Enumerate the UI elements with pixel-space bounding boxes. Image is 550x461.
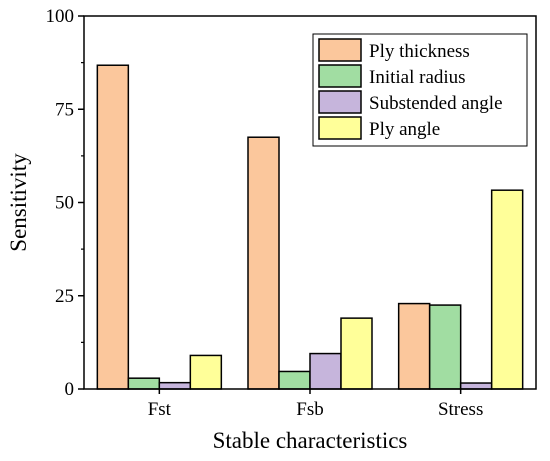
- legend-swatch: [318, 38, 362, 62]
- bar-fst-substended-angle: [158, 381, 192, 390]
- bar-fst-ply-thickness: [96, 64, 130, 390]
- axis-ticks: Fst Fsb Stress 0 25 50 75 100: [46, 6, 484, 420]
- bar-stress-substended-angle: [459, 382, 493, 390]
- y-tick-label: 25: [55, 286, 74, 307]
- x-tick-label: Stress: [438, 399, 483, 420]
- y-tick-label: 100: [46, 6, 75, 27]
- x-tick-label: Fsb: [296, 399, 323, 420]
- legend-swatch: [318, 64, 362, 88]
- bar-stress-ply-angle: [490, 189, 524, 390]
- y-tick-label: 75: [55, 99, 74, 120]
- legend-label: Initial radius: [369, 67, 466, 88]
- legend-swatch: [318, 90, 362, 114]
- y-axis-title: Sensitivity: [6, 153, 31, 252]
- y-tick-label: 50: [55, 193, 74, 214]
- bar-stress-initial-radius: [428, 304, 462, 390]
- legend-label: Ply angle: [369, 119, 440, 140]
- legend-label: Ply thickness: [369, 41, 470, 62]
- bar-stress-ply-thickness: [397, 302, 431, 390]
- bar-fsb-ply-angle: [340, 317, 373, 390]
- bar-fsb-substended-angle: [309, 352, 342, 390]
- bar-fst-ply-angle: [189, 354, 223, 390]
- x-tick-label: Fst: [148, 399, 172, 420]
- y-tick-label: 0: [65, 379, 75, 400]
- bar-fst-initial-radius: [127, 377, 161, 390]
- bar-fsb-initial-radius: [278, 370, 311, 390]
- x-axis-title: Stable characteristics: [213, 428, 408, 453]
- bar-fsb-ply-thickness: [247, 136, 280, 390]
- bars-layer: [96, 64, 524, 390]
- legend-label: Substended angle: [369, 93, 503, 114]
- legend: Ply thickness Initial radius Substended an…: [312, 33, 528, 147]
- legend-swatch: [318, 116, 362, 140]
